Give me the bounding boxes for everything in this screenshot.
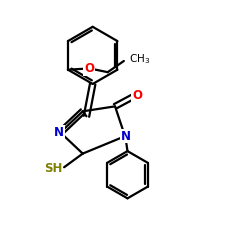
Text: SH: SH	[44, 162, 63, 175]
Text: CH$_3$: CH$_3$	[129, 52, 150, 66]
Text: O: O	[132, 89, 142, 102]
Text: N: N	[121, 130, 131, 143]
Text: O: O	[84, 62, 94, 75]
Text: N: N	[54, 126, 64, 139]
